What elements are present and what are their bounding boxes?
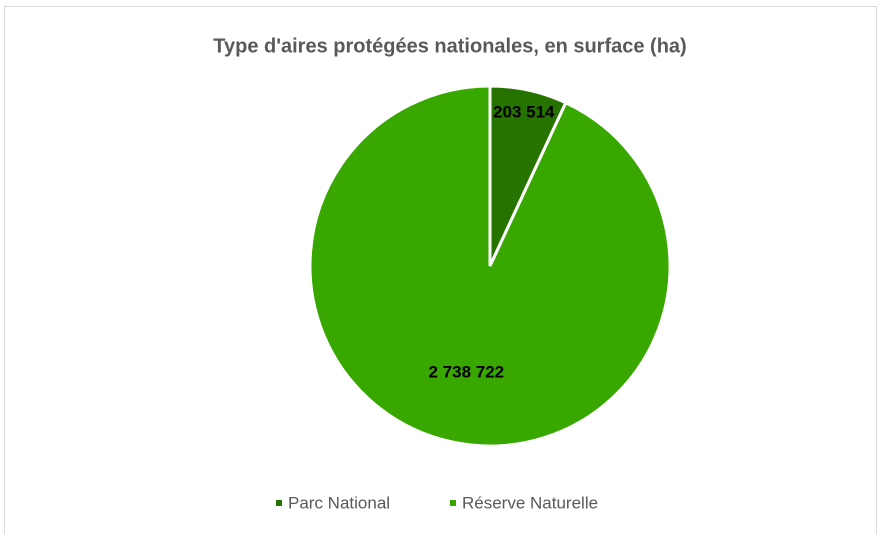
legend-label: Parc National — [288, 493, 390, 512]
legend-label: Réserve Naturelle — [462, 493, 598, 512]
data-label: 203 514 — [493, 103, 555, 122]
legend-swatch — [276, 500, 282, 506]
legend-swatch — [450, 500, 456, 506]
pie-slice — [308, 84, 672, 448]
chart-title: Type d'aires protégées nationales, en su… — [213, 35, 686, 57]
data-label: 2 738 722 — [429, 363, 505, 382]
